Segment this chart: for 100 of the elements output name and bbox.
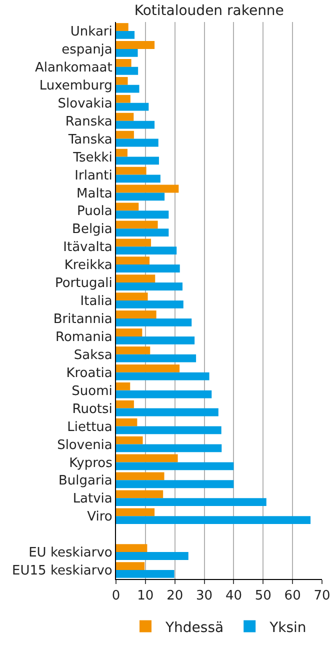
y-tick-label: Kypros — [69, 456, 113, 471]
bar — [116, 382, 130, 390]
bar — [116, 166, 146, 175]
x-tick-label: 50 — [254, 588, 272, 604]
y-tick-label: Slovenia — [57, 438, 112, 453]
y-tick-label: Luxemburg — [39, 78, 112, 94]
bar — [116, 318, 192, 326]
y-tick-label: Kreikka — [64, 258, 112, 274]
x-tick-label: 30 — [196, 588, 213, 604]
y-tick-label: Irlanti — [74, 168, 112, 184]
y-tick-label: espanja — [62, 42, 112, 58]
bar — [116, 454, 178, 462]
bar — [116, 508, 155, 516]
bar — [116, 120, 155, 129]
bar — [116, 138, 158, 147]
bar — [116, 48, 138, 57]
bar — [116, 300, 184, 308]
y-tick-label: Ruotsi — [72, 402, 112, 417]
bar — [116, 562, 145, 570]
bar — [116, 292, 148, 300]
bar — [116, 192, 165, 201]
bar — [116, 112, 134, 121]
bar — [116, 102, 149, 111]
y-tick-label: Tanska — [67, 132, 112, 148]
bar — [116, 372, 210, 380]
y-tick-label: Portugali — [54, 276, 112, 292]
bar — [116, 282, 183, 290]
y-tick-label: Suomi — [72, 384, 112, 399]
bar — [116, 490, 164, 498]
y-tick-label: Ranska — [65, 114, 112, 130]
x-tick-label: 60 — [284, 588, 301, 604]
y-tick-label: Tsekki — [72, 150, 112, 166]
y-tick-label: Puola — [77, 204, 112, 220]
bar — [116, 76, 128, 85]
bar — [116, 552, 188, 560]
y-tick-label: Slovakia — [58, 96, 112, 112]
y-tick-label: Britannia — [53, 312, 112, 328]
bar — [116, 336, 195, 344]
bar — [116, 274, 156, 283]
bar — [116, 310, 156, 318]
bar — [116, 256, 150, 265]
bar — [116, 328, 142, 336]
bar — [116, 30, 135, 39]
bar — [116, 220, 158, 229]
bar — [116, 346, 150, 354]
bar — [116, 444, 222, 452]
bar — [116, 264, 180, 272]
bar — [116, 480, 234, 488]
bar — [116, 418, 138, 426]
bar — [116, 23, 128, 31]
bar — [116, 390, 212, 398]
bar — [116, 570, 174, 578]
bar — [116, 354, 196, 362]
y-tick-label: Belgia — [72, 222, 112, 238]
y-tick-label: Saksa — [74, 348, 112, 363]
bar — [116, 426, 222, 434]
bar — [116, 59, 132, 67]
bar — [116, 472, 164, 480]
y-tick-label: Kroatia — [66, 366, 112, 381]
y-tick-label: Viro — [87, 510, 112, 525]
bar — [116, 228, 169, 237]
bar — [116, 498, 266, 506]
y-tick-label: EU15 keskiarvo — [12, 564, 112, 579]
chart-title: Kotitalouden rakenne — [134, 3, 284, 20]
bar — [116, 408, 218, 416]
bar — [116, 364, 180, 372]
legend-label: Yhdessä — [164, 620, 224, 636]
bar — [116, 148, 128, 157]
y-tick-label: Liettua — [67, 420, 112, 435]
bar — [116, 94, 130, 103]
bar — [116, 174, 160, 183]
y-tick-label: Bulgaria — [58, 474, 112, 489]
bar — [116, 544, 148, 552]
bar — [116, 41, 155, 49]
bar — [116, 210, 169, 219]
bar — [116, 400, 134, 408]
x-tick-label: 40 — [225, 588, 242, 604]
bar — [116, 202, 139, 211]
x-tick-label: 0 — [112, 588, 120, 604]
bar — [116, 156, 159, 165]
bar — [116, 130, 134, 139]
x-tick-label: 20 — [166, 588, 184, 604]
y-tick-label: Alankomaat — [34, 60, 112, 76]
bar — [116, 516, 311, 524]
x-tick-label: 70 — [314, 588, 330, 604]
x-tick-label: 10 — [137, 588, 154, 604]
bar — [116, 184, 179, 193]
bar — [116, 462, 234, 470]
y-tick-label: Italia — [80, 294, 112, 310]
bar — [116, 246, 177, 254]
y-tick-label: Itävalta — [63, 240, 112, 256]
legend-label: Yksin — [268, 620, 306, 636]
y-tick-label: Latvia — [72, 492, 112, 507]
y-tick-label: EU keskiarvo — [28, 546, 112, 561]
bar — [116, 84, 140, 93]
y-tick-label: Romania — [56, 330, 112, 345]
y-tick-label: Unkari — [70, 24, 112, 40]
bar — [116, 238, 152, 247]
y-tick-label: Malta — [76, 186, 112, 202]
bar — [116, 66, 138, 75]
